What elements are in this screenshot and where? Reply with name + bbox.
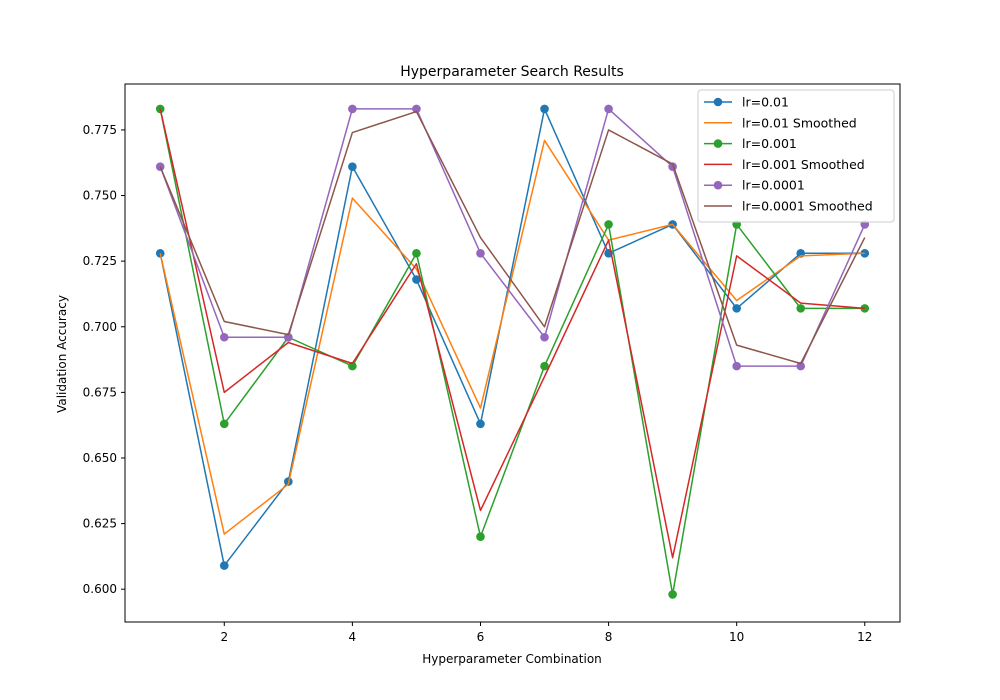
series-point-0-11 bbox=[860, 248, 870, 258]
legend-label-2: lr=0.001 bbox=[742, 136, 797, 151]
y-tick-label-7: 0.775 bbox=[83, 123, 117, 137]
series-point-0-5 bbox=[476, 419, 485, 429]
legend-label-3: lr=0.001 Smoothed bbox=[742, 157, 865, 172]
plot-frame bbox=[124, 83, 901, 623]
series-line-0 bbox=[159, 108, 865, 567]
series-point-2-7 bbox=[604, 220, 613, 229]
legend-marker-0 bbox=[713, 97, 723, 107]
series-point-2-11 bbox=[860, 304, 870, 313]
series-point-4-5 bbox=[476, 248, 485, 258]
y-tick-label-4: 0.700 bbox=[83, 320, 117, 334]
y-tick-label-1: 0.625 bbox=[83, 517, 117, 531]
series-point-4-0 bbox=[155, 162, 165, 171]
series-point-4-9 bbox=[732, 361, 741, 371]
series-point-0-4 bbox=[412, 275, 421, 284]
x-tick-label-3: 8 bbox=[605, 630, 613, 644]
y-tick-label-6: 0.750 bbox=[83, 189, 117, 203]
series-point-4-10 bbox=[796, 361, 806, 371]
legend-marker-4 bbox=[713, 180, 723, 190]
y-tick-label-5: 0.725 bbox=[83, 254, 117, 268]
series-point-2-6 bbox=[540, 361, 549, 371]
series-point-0-1 bbox=[219, 561, 229, 570]
series-point-0-3 bbox=[348, 162, 357, 171]
legend-box bbox=[697, 89, 895, 223]
series-point-0-9 bbox=[732, 304, 741, 313]
legend-marker-2 bbox=[713, 139, 723, 148]
chart-title: Hyperparameter Search Results bbox=[400, 64, 624, 80]
series-point-0-6 bbox=[540, 104, 549, 114]
x-tick-label-5: 12 bbox=[857, 630, 872, 644]
series-line-3 bbox=[159, 108, 865, 559]
series-point-4-3 bbox=[348, 104, 357, 114]
series-line-1 bbox=[159, 139, 865, 535]
series-line-4 bbox=[159, 108, 866, 367]
legend: lr=0.01 lr=0.01 Smoothed lr=0.001 lr=0.001 … bbox=[697, 89, 895, 223]
x-tick-label-1: 4 bbox=[349, 630, 357, 644]
series-point-2-10 bbox=[796, 304, 806, 313]
x-tick-label-2: 6 bbox=[477, 630, 485, 644]
x-tick-label-0: 2 bbox=[220, 630, 228, 644]
legend-label-0: lr=0.01 bbox=[742, 95, 789, 110]
series-point-4-2 bbox=[284, 332, 293, 342]
series-point-2-8 bbox=[668, 590, 677, 599]
series-line-5 bbox=[159, 110, 866, 365]
legend-label-4: lr=0.0001 bbox=[742, 178, 805, 193]
series-point-2-1 bbox=[219, 419, 229, 429]
x-tick-label-4: 10 bbox=[729, 630, 744, 644]
series-point-4-6 bbox=[540, 332, 549, 342]
series-point-2-3 bbox=[348, 361, 357, 371]
y-tick-label-0: 0.600 bbox=[83, 582, 117, 596]
series-point-2-5 bbox=[476, 532, 485, 542]
series-point-4-7 bbox=[604, 104, 613, 114]
y-tick-label-2: 0.650 bbox=[83, 451, 117, 465]
x-axis-label: Hyperparameter Combination bbox=[422, 652, 602, 666]
legend-label-5: lr=0.0001 Smoothed bbox=[742, 199, 873, 214]
series-point-4-4 bbox=[412, 104, 421, 114]
y-tick-label-3: 0.675 bbox=[83, 385, 117, 399]
legend-label-1: lr=0.01 Smoothed bbox=[742, 115, 857, 130]
series-point-2-4 bbox=[412, 248, 421, 258]
y-axis-label: Validation Accuracy bbox=[55, 295, 69, 413]
series-point-4-1 bbox=[219, 332, 229, 342]
